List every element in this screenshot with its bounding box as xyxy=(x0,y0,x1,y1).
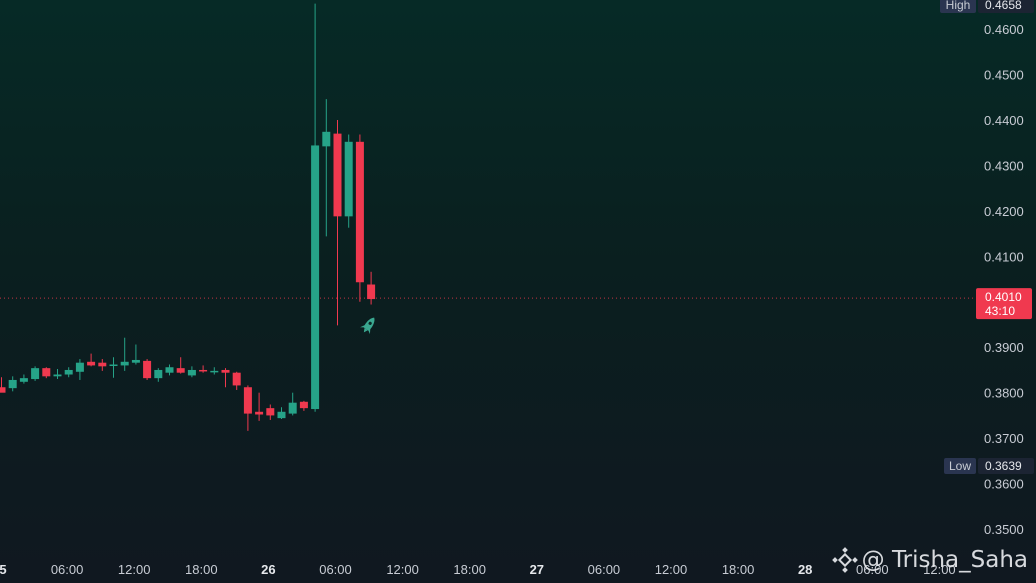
candle-body xyxy=(75,362,84,372)
x-tick-label: 06:00 xyxy=(51,562,84,577)
candle-body xyxy=(277,411,286,419)
x-tick-label: 06:00 xyxy=(319,562,352,577)
candle-body xyxy=(53,374,62,377)
y-tick-label: 0.4400 xyxy=(984,113,1024,128)
candle-body xyxy=(176,368,185,373)
y-tick-label: 0.3700 xyxy=(984,431,1024,446)
current-price-tag xyxy=(976,288,1032,320)
candle-body xyxy=(210,370,219,373)
candle-body xyxy=(199,369,208,372)
x-tick-label: 12:00 xyxy=(118,562,151,577)
candle-body xyxy=(131,359,140,363)
candle-body xyxy=(255,411,264,415)
candle-body xyxy=(120,361,129,366)
y-tick-label: 0.4300 xyxy=(984,158,1024,173)
candle-body xyxy=(87,361,96,366)
rocket-icon xyxy=(360,317,375,335)
high-value: 0.4658 xyxy=(985,0,1022,12)
watermark: @ Trisha_Saha xyxy=(831,547,1028,573)
x-tick-label: 06:00 xyxy=(856,562,889,577)
low-value-box xyxy=(978,458,1034,474)
x-tick-label: 12:00 xyxy=(386,562,419,577)
y-tick-label: 0.3500 xyxy=(984,522,1024,537)
low-tag-box xyxy=(944,458,976,474)
candle-body xyxy=(344,141,353,217)
x-tick-label: 27 xyxy=(530,562,544,577)
candle-body xyxy=(0,387,6,393)
x-tick-label: 18:00 xyxy=(722,562,755,577)
candle-body xyxy=(8,379,17,389)
y-tick-label: 0.4100 xyxy=(984,249,1024,264)
high-value-box xyxy=(978,0,1034,13)
y-tick-label: 0.3800 xyxy=(984,386,1024,401)
candle-body xyxy=(154,369,163,379)
x-tick-label: 12:00 xyxy=(655,562,688,577)
candle-body xyxy=(288,402,297,414)
x-tick-label: 28 xyxy=(798,562,812,577)
x-tick-label: 18:00 xyxy=(185,562,218,577)
candle-body xyxy=(109,364,118,367)
x-tick-label: 5 xyxy=(0,562,7,577)
candle-body xyxy=(19,378,28,382)
candle-body xyxy=(266,408,275,416)
candle-body xyxy=(311,145,320,410)
candle-body xyxy=(355,141,364,283)
candle-body xyxy=(64,369,73,375)
low-tag-label: Low xyxy=(949,459,971,473)
current-price-value: 0.4010 xyxy=(985,290,1022,304)
candle-body xyxy=(143,360,152,379)
high-tag-label: High xyxy=(946,0,971,12)
candle-body xyxy=(333,133,342,217)
high-tag-box xyxy=(940,0,976,13)
y-tick-label: 0.3600 xyxy=(984,477,1024,492)
y-tick-label: 0.4200 xyxy=(984,204,1024,219)
x-tick-label: 12:00 xyxy=(923,562,956,577)
candle-body xyxy=(42,368,51,377)
candle-body xyxy=(243,387,252,414)
candle-countdown: 43:10 xyxy=(985,304,1015,318)
candle-body xyxy=(31,368,40,380)
y-tick-label: 0.3900 xyxy=(984,340,1024,355)
candle-body xyxy=(299,401,308,409)
candle-body xyxy=(221,369,230,373)
x-tick-label: 06:00 xyxy=(588,562,621,577)
y-tick-label: 0.4500 xyxy=(984,67,1024,82)
x-tick-label: 26 xyxy=(261,562,275,577)
candle-body xyxy=(165,367,174,373)
candle-body xyxy=(187,369,196,376)
x-tick-label: 18:00 xyxy=(453,562,486,577)
candle-body xyxy=(98,362,107,367)
y-tick-label: 0.4600 xyxy=(984,22,1024,37)
binance-logo-icon xyxy=(831,547,858,573)
low-value: 0.3639 xyxy=(985,459,1022,473)
candle-body xyxy=(232,372,241,386)
candle-body xyxy=(367,284,376,300)
candle-body xyxy=(322,131,331,147)
watermark-handle: @ Trisha_Saha xyxy=(861,547,1028,573)
